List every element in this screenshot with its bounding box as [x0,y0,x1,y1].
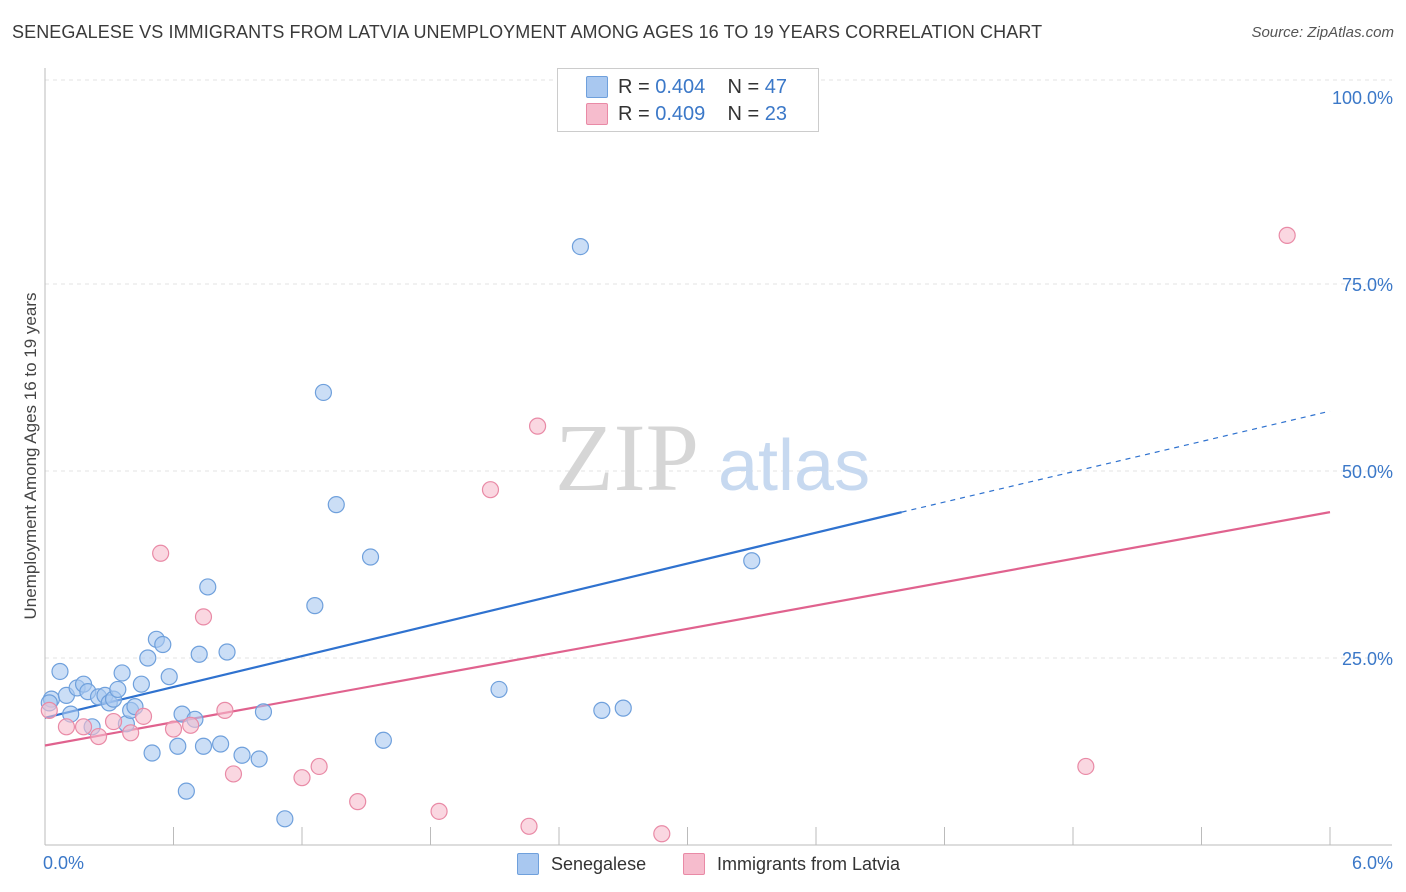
legend-n-value-latvia: 23 [764,102,788,125]
point-latvia [1278,226,1296,244]
source-label: Source: ZipAtlas.com [1251,24,1394,41]
point-latvia [57,718,76,736]
point-senegalese [614,699,632,717]
point-senegalese [306,597,324,615]
point-senegalese [169,737,187,755]
point-latvia [40,701,58,719]
point-latvia [653,825,671,843]
legend-r-value-senegalese: 0.404 [655,75,706,98]
series-legend-latvia[interactable]: Immigrants from Latvia [683,852,900,876]
legend-row-senegalese: R = 0.404 N = 47 [586,75,787,99]
point-latvia [104,712,123,731]
point-senegalese [276,810,294,828]
point-senegalese [51,662,69,681]
point-senegalese [250,750,268,768]
point-latvia [430,802,448,820]
x-tick-label-max: 6.0% [1352,853,1393,873]
y-tick-label: 25.0% [1342,649,1393,669]
point-latvia [74,718,93,736]
point-senegalese [190,645,208,663]
point-senegalese [743,552,761,570]
trendline-senegalese-extension [901,410,1331,513]
point-senegalese [212,735,230,753]
point-senegalese [160,668,178,686]
point-latvia [216,701,234,719]
point-senegalese [374,731,392,749]
series-legend-senegalese[interactable]: Senegalese [517,852,646,876]
point-latvia [182,716,200,734]
legend-r-label: R = [618,75,650,98]
x-tick-label-min: 0.0% [43,853,84,873]
y-tick-label: 75.0% [1342,275,1393,295]
point-senegalese [139,649,157,667]
watermark: ZIP atlas [555,404,870,511]
trendline-latvia [44,511,1331,747]
point-senegalese [177,782,195,800]
point-latvia [164,720,183,738]
point-senegalese [254,703,273,721]
point-senegalese [314,383,333,402]
legend-swatch-blue [586,76,608,98]
legend-n-label: N = [727,75,760,98]
point-latvia [152,544,170,562]
point-senegalese [109,680,127,699]
point-latvia [1077,757,1095,776]
watermark-atlas: atlas [718,426,870,506]
series-swatch-blue [517,853,539,875]
gridlines [45,79,1392,659]
legend-n-label: N = [727,102,760,125]
series-name-senegalese: Senegalese [551,853,647,874]
correlation-legend: R = 0.404 N = 47 R = 0.409 N = 23 [557,68,819,132]
point-latvia [194,608,213,626]
point-senegalese [361,548,380,566]
point-latvia [134,707,153,725]
point-latvia [481,481,500,499]
point-latvia [122,724,140,742]
point-latvia [293,769,311,787]
point-latvia [520,817,538,835]
series-name-latvia: Immigrants from Latvia [717,853,901,874]
point-senegalese [593,701,611,719]
series-swatch-pink [683,853,705,875]
legend-r-label: R = [618,102,650,125]
point-senegalese [327,496,345,514]
point-senegalese [132,675,150,693]
point-senegalese [194,737,213,755]
point-senegalese [113,664,131,682]
point-latvia [349,793,367,811]
point-senegalese [490,680,508,699]
point-latvia [89,727,108,746]
point-senegalese [571,238,590,256]
trendline-senegalese [44,511,902,719]
legend-swatch-pink [586,103,608,125]
legend-row-latvia: R = 0.409 N = 23 [586,102,787,126]
y-tick-label: 50.0% [1342,462,1393,482]
y-tick-label: 100.0% [1332,88,1393,108]
point-senegalese [199,578,217,596]
y-axis-label: Unemployment Among Ages 16 to 19 years [21,293,40,620]
legend-n-value-senegalese: 47 [764,75,788,98]
point-senegalese [143,744,161,762]
legend-r-value-latvia: 0.409 [655,102,706,125]
point-senegalese [154,635,172,654]
watermark-zip: ZIP [555,404,699,511]
data-points [40,226,1296,843]
point-senegalese [233,746,251,764]
chart-title: SENEGALESE VS IMMIGRANTS FROM LATVIA UNE… [12,22,1043,42]
point-senegalese [218,643,236,661]
tick-labels: 25.0% 50.0% 75.0% 100.0% 0.0% 6.0% [43,88,1393,873]
point-latvia [224,765,243,783]
point-latvia [310,757,328,776]
point-latvia [528,417,547,435]
